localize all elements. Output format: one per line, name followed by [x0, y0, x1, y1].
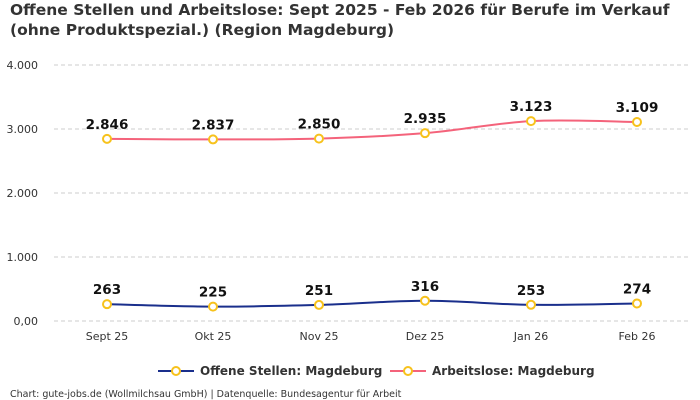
data-label: 2.850	[298, 117, 341, 133]
x-tick-label: Nov 25	[300, 330, 339, 343]
legend-label: Arbeitslose: Magdeburg	[432, 364, 595, 378]
data-label: 251	[305, 283, 333, 299]
chart-title: Offene Stellen und Arbeitslose: Sept 202…	[10, 1, 670, 39]
series-line	[106, 119, 638, 141]
data-label: 2.935	[404, 111, 447, 127]
series-line	[106, 299, 638, 308]
y-tick-label: 1.000	[7, 251, 39, 264]
data-point	[208, 134, 218, 145]
data-point	[314, 299, 324, 310]
data-label: 253	[517, 283, 545, 299]
data-label: 225	[199, 285, 227, 301]
y-tick-label: 3.000	[7, 123, 39, 136]
y-tick-label: 2.000	[7, 187, 39, 200]
chart-credit: Chart: gute-jobs.de (Wollmilchsau GmbH) …	[10, 389, 402, 400]
data-label: 2.846	[86, 117, 129, 133]
data-point	[632, 298, 642, 309]
data-point	[632, 117, 642, 128]
data-point	[314, 133, 324, 144]
legend-marker	[403, 366, 413, 376]
data-point	[526, 116, 536, 127]
data-point	[208, 301, 218, 312]
data-point	[102, 133, 112, 144]
y-tick-label: 4.000	[7, 59, 39, 72]
x-tick-label: Feb 26	[619, 330, 656, 343]
data-point	[420, 295, 430, 306]
data-label: 316	[411, 279, 439, 295]
data-label: 3.109	[616, 100, 659, 116]
data-point	[102, 299, 112, 310]
data-point	[420, 128, 430, 139]
data-point	[526, 299, 536, 310]
data-label: 274	[623, 281, 651, 297]
x-tick-label: Okt 25	[195, 330, 232, 343]
data-label: 2.837	[192, 117, 235, 133]
legend-marker	[171, 366, 181, 376]
data-label: 3.123	[510, 99, 553, 115]
x-tick-label: Sept 25	[86, 330, 129, 343]
x-tick-label: Dez 25	[406, 330, 445, 343]
data-label: 263	[93, 282, 121, 298]
legend-label: Offene Stellen: Magdeburg	[200, 364, 382, 378]
x-tick-label: Jan 26	[513, 330, 548, 343]
y-tick-label: 0,00	[14, 315, 39, 328]
